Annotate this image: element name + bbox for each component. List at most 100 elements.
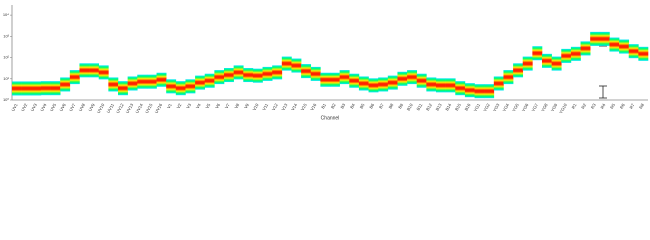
- band: [609, 37, 620, 52]
- band: [79, 63, 90, 78]
- band: [118, 81, 128, 96]
- band: [358, 76, 369, 91]
- band: [580, 41, 591, 56]
- band: [339, 70, 350, 85]
- band: [484, 84, 495, 99]
- x-tick-label: R7: [628, 102, 635, 110]
- x-tick-label: V2: [176, 102, 183, 110]
- band: [272, 65, 283, 80]
- x-tick-label: B15: [454, 102, 462, 112]
- y-tick-label: 10¹: [3, 76, 9, 81]
- x-tick-label: R3: [590, 102, 597, 110]
- band: [175, 81, 186, 96]
- band: [416, 73, 427, 88]
- band: [69, 70, 80, 85]
- x-tick-label: UV10: [96, 102, 106, 114]
- band: [243, 68, 254, 83]
- band: [262, 66, 273, 81]
- x-tick-label: V14: [290, 102, 298, 112]
- x-tick-label: R2: [580, 102, 587, 110]
- band: [156, 72, 167, 87]
- x-tick-label: UV14: [134, 102, 144, 114]
- x-tick-label: B16: [463, 102, 471, 112]
- x-tick-label: B7: [378, 102, 385, 110]
- x-tick-label: V10: [251, 102, 259, 112]
- x-tick-label: B11: [415, 102, 423, 111]
- band: [368, 78, 379, 93]
- x-tick-label: YG6: [521, 102, 530, 112]
- x-tick-label: V4: [195, 102, 202, 110]
- band: [378, 77, 389, 92]
- x-tick-label: YG2: [482, 102, 491, 112]
- band: [204, 73, 215, 88]
- x-tick-label: B3: [339, 102, 346, 110]
- x-tick-label: R4: [599, 102, 606, 110]
- y-tick-label: 10⁴: [3, 12, 9, 17]
- x-tick-label: UV1: [10, 102, 19, 112]
- x-tick-label: UV15: [144, 102, 154, 114]
- x-tick-label: YG7: [530, 102, 539, 112]
- band: [108, 77, 119, 92]
- x-tick-label: B14: [444, 102, 452, 112]
- x-tick-label: B2: [330, 102, 337, 110]
- x-tick-label: B6: [368, 102, 375, 110]
- x-tick-label: R1: [571, 102, 578, 110]
- band: [638, 46, 649, 61]
- x-tick-label: V13: [280, 102, 288, 112]
- y-tick-label: 10³: [3, 33, 9, 38]
- band: [628, 44, 639, 59]
- band: [570, 46, 581, 61]
- band: [320, 72, 331, 87]
- x-tick-label: UV11: [106, 102, 116, 114]
- x-tick-label: B9: [397, 102, 404, 110]
- band: [146, 74, 157, 89]
- x-tick-label: UV16: [154, 102, 164, 114]
- x-tick-label: R6: [619, 102, 626, 110]
- band: [397, 71, 408, 86]
- x-tick-label: YG3: [492, 102, 501, 112]
- band: [252, 68, 263, 83]
- band: [214, 70, 225, 85]
- x-tick-label: UV3: [30, 102, 39, 112]
- band: [89, 63, 100, 78]
- x-tick-label: YG9: [550, 102, 559, 112]
- x-tick-label: UV9: [87, 102, 96, 112]
- band: [551, 56, 562, 71]
- x-tick-label: UV8: [78, 102, 87, 112]
- band: [127, 76, 138, 91]
- band: [407, 70, 418, 85]
- band: [291, 58, 302, 73]
- band: [310, 66, 321, 81]
- band: [166, 79, 177, 94]
- x-tick-label: V6: [214, 102, 221, 110]
- x-tick-label: B1: [320, 102, 327, 110]
- x-axis-label: Channel: [321, 115, 340, 121]
- y-tick-label: 10⁰: [3, 97, 9, 102]
- band: [426, 77, 437, 92]
- band: [493, 76, 504, 91]
- band: [233, 65, 244, 80]
- band: [436, 78, 446, 93]
- band: [98, 65, 109, 80]
- band: [21, 81, 32, 96]
- x-tick-label: UV5: [49, 102, 58, 112]
- band: [532, 46, 543, 61]
- band: [590, 31, 601, 46]
- x-tick-label: V1: [166, 102, 173, 110]
- band: [349, 73, 360, 88]
- x-tick-label: YG1: [473, 102, 482, 112]
- y-tick-label: 10²: [3, 55, 9, 60]
- x-tick-label: YG4: [502, 102, 511, 112]
- band: [195, 75, 206, 90]
- x-tick-label: V8: [233, 102, 240, 110]
- x-tick-label: V15: [300, 102, 308, 112]
- x-tick-label: UV7: [68, 102, 77, 112]
- band: [50, 81, 61, 96]
- band: [60, 77, 71, 92]
- band: [301, 64, 312, 79]
- band: [522, 56, 533, 71]
- x-tick-label: UV12: [115, 102, 125, 114]
- x-tick-label: YG8: [540, 102, 549, 112]
- band: [542, 53, 552, 68]
